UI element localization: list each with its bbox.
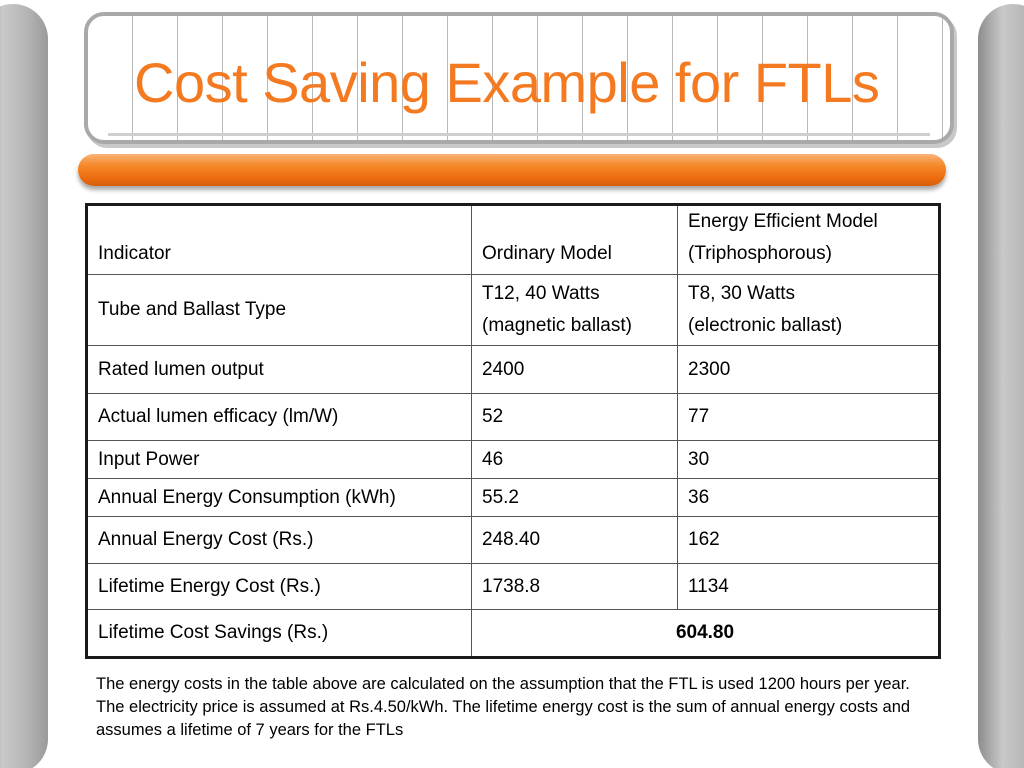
right-decorative-bar xyxy=(978,4,1024,768)
header-indicator: Indicator xyxy=(86,204,472,275)
header-ordinary-model: Ordinary Model xyxy=(471,204,678,275)
table-row: Annual Energy Cost (Rs.) 248.40 162 xyxy=(86,516,940,564)
row-indicator: Input Power xyxy=(86,440,472,479)
slide-title: Cost Saving Example for FTLs xyxy=(134,51,880,114)
row-indicator: Lifetime Energy Cost (Rs.) xyxy=(86,563,472,610)
table-row: Tube and Ballast Type T12, 40 Watts (mag… xyxy=(86,274,940,346)
row-indicator: Rated lumen output xyxy=(86,345,472,394)
efficient-line1: T8, 30 Watts xyxy=(688,283,795,304)
table-row: Annual Energy Consumption (kWh) 55.2 36 xyxy=(86,478,940,517)
row-efficient-value: 2300 xyxy=(677,345,940,394)
row-efficient-value: 162 xyxy=(677,516,940,564)
row-efficient-value: T8, 30 Watts (electronic ballast) xyxy=(677,274,940,346)
footnote-text: The energy costs in the table above are … xyxy=(96,675,911,739)
row-indicator: Lifetime Cost Savings (Rs.) xyxy=(86,609,472,658)
table-row: Lifetime Cost Savings (Rs.) 604.80 xyxy=(86,609,940,658)
header-efficient-model: Energy Efficient Model (Triphosphorous) xyxy=(677,204,940,275)
ordinary-line1: T12, 40 Watts xyxy=(482,283,600,304)
table-row: Rated lumen output 2400 2300 xyxy=(86,345,940,394)
title-box: Cost Saving Example for FTLs xyxy=(84,12,954,144)
left-decorative-bar xyxy=(0,4,48,768)
header-efficient-line2: (Triphosphorous) xyxy=(688,243,832,264)
table-row: Lifetime Energy Cost (Rs.) 1738.8 1134 xyxy=(86,563,940,610)
row-efficient-value: 1134 xyxy=(677,563,940,610)
table-row: Input Power 46 30 xyxy=(86,440,940,479)
orange-accent-bar xyxy=(78,154,946,186)
row-ordinary-value: 46 xyxy=(471,440,678,479)
row-efficient-value: 36 xyxy=(677,478,940,517)
row-efficient-value: 77 xyxy=(677,393,940,441)
ordinary-line2: (magnetic ballast) xyxy=(482,315,632,336)
row-ordinary-value: T12, 40 Watts (magnetic ballast) xyxy=(471,274,678,346)
row-ordinary-value: 55.2 xyxy=(471,478,678,517)
header-efficient-line1: Energy Efficient Model xyxy=(688,211,878,232)
row-ordinary-value: 1738.8 xyxy=(471,563,678,610)
table-header-row: Indicator Ordinary Model Energy Efficien… xyxy=(86,204,940,275)
row-indicator: Annual Energy Cost (Rs.) xyxy=(86,516,472,564)
table-row: Actual lumen efficacy (lm/W) 52 77 xyxy=(86,393,940,441)
row-indicator: Actual lumen efficacy (lm/W) xyxy=(86,393,472,441)
row-efficient-value: 30 xyxy=(677,440,940,479)
efficient-line2: (electronic ballast) xyxy=(688,315,843,336)
comparison-table: Indicator Ordinary Model Energy Efficien… xyxy=(85,203,941,659)
row-indicator: Annual Energy Consumption (kWh) xyxy=(86,478,472,517)
row-ordinary-value: 52 xyxy=(471,393,678,441)
row-indicator: Tube and Ballast Type xyxy=(86,274,472,346)
lifetime-savings-value: 604.80 xyxy=(471,609,940,658)
row-ordinary-value: 2400 xyxy=(471,345,678,394)
row-ordinary-value: 248.40 xyxy=(471,516,678,564)
